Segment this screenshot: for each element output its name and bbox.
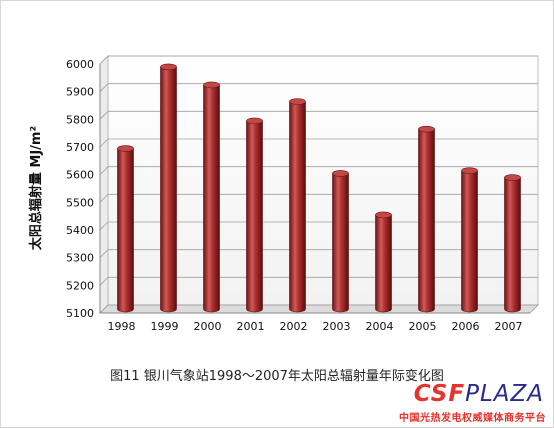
y-tick-label: 5800	[66, 113, 94, 126]
gridline	[99, 55, 538, 65]
bar	[160, 63, 177, 313]
bar-top	[418, 125, 435, 133]
x-tick-label: 2005	[409, 320, 437, 333]
y-tick-label: 5600	[66, 169, 94, 182]
bar	[117, 145, 134, 313]
bar-top	[332, 170, 349, 177]
bar	[289, 98, 306, 313]
y-tick-label: 5400	[66, 224, 94, 237]
x-tick-label: 2000	[194, 320, 222, 333]
gridline	[99, 304, 538, 314]
bar-top	[117, 145, 134, 152]
gridline	[99, 138, 538, 148]
watermark-brand-plaza: PLAZA	[465, 381, 544, 407]
gridline	[99, 83, 538, 92]
bar-body	[504, 177, 521, 313]
bar-top	[375, 211, 392, 219]
bar-body	[332, 173, 349, 313]
x-tick-label: 2007	[495, 320, 523, 333]
x-tick-label: 1998	[108, 320, 136, 333]
bar-body	[246, 120, 263, 313]
y-tick-label: 5700	[66, 141, 94, 154]
bar-top	[246, 117, 263, 125]
bar	[246, 117, 263, 313]
y-tick-label: 5300	[66, 252, 94, 265]
y-axis-label: 太阳总辐射量 MJ/m²	[28, 126, 44, 251]
bar-top	[504, 174, 521, 181]
x-tick-label: 2003	[323, 320, 351, 333]
bar	[461, 167, 478, 313]
bar-body	[117, 148, 134, 313]
bar-top	[461, 167, 478, 174]
watermark-brand-csf: CSF	[413, 381, 466, 407]
gridline	[99, 276, 538, 286]
y-tick-label: 5200	[66, 279, 94, 292]
bar	[504, 174, 521, 313]
bar	[375, 211, 392, 313]
bar-body	[461, 170, 478, 313]
gridline	[99, 110, 538, 120]
y-tick-label: 5900	[66, 86, 94, 99]
watermark-subtitle: 中国光热发电权威媒体商务平台	[399, 413, 546, 424]
x-tick-label: 2001	[237, 320, 265, 333]
bar-top	[203, 81, 220, 89]
watermark-logo: CSFPLAZA	[414, 382, 544, 406]
x-tick-label: 2006	[452, 320, 480, 333]
gridline	[99, 221, 538, 231]
bar-chart: 5100 5200 5300 5400 5500 5600 5700 5800 5900 6000…	[28, 55, 539, 333]
y-tick-label: 5100	[66, 307, 94, 320]
gridline	[99, 166, 538, 175]
gridline	[99, 193, 538, 203]
bar-body	[289, 101, 306, 313]
bar	[418, 125, 435, 313]
x-tick-label: 2004	[366, 320, 394, 333]
bar-body	[375, 214, 392, 313]
x-tick-label: 1999	[151, 320, 179, 333]
bar	[203, 81, 220, 313]
y-tick-label: 5500	[66, 196, 94, 209]
bar-top	[160, 63, 177, 71]
bar-body	[203, 84, 220, 313]
bar-body	[418, 128, 435, 313]
gridline	[99, 249, 538, 258]
bar	[332, 170, 349, 313]
x-tick-label: 2002	[280, 320, 308, 333]
bar-top	[289, 98, 306, 105]
y-tick-label: 6000	[66, 58, 94, 71]
bar-body	[160, 66, 177, 313]
figure-caption: 图11 银川气象站1998～2007年太阳总辐射量年际变化图	[110, 369, 444, 384]
chart-side-wall	[99, 55, 109, 314]
